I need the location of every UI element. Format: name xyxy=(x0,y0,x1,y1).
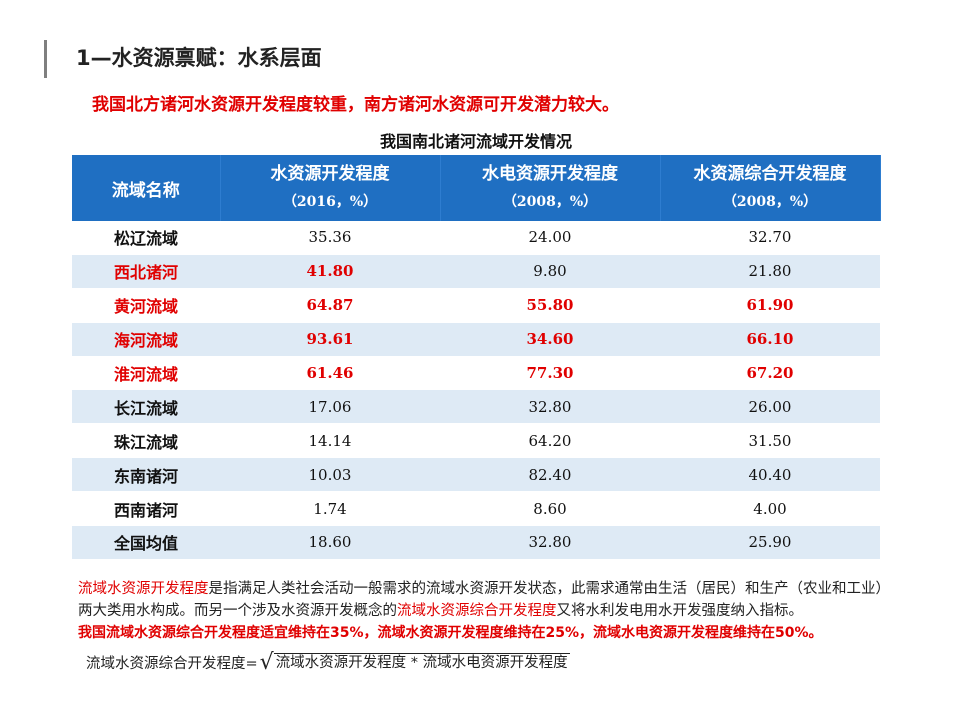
term-combined-dev: 流域水资源综合开发程度 xyxy=(397,603,557,619)
header-hydro-dev-label: 水电资源开发程度 xyxy=(482,164,618,184)
row-name: 松辽流域 xyxy=(72,221,220,255)
cell-water-dev: 41.80 xyxy=(220,254,440,289)
header-water-dev-label: 水资源开发程度 xyxy=(270,164,390,184)
cell-combined-dev: 25.90 xyxy=(660,525,880,560)
cell-hydro-dev: 32.80 xyxy=(440,525,660,560)
row-name: 淮河流域 xyxy=(72,356,220,391)
title-accent-bar xyxy=(44,40,47,78)
row-name: 海河流域 xyxy=(72,322,220,357)
cell-water-dev: 61.46 xyxy=(220,356,440,391)
header-basin-name-label: 流域名称 xyxy=(111,180,180,201)
cell-water-dev: 35.36 xyxy=(220,221,440,255)
row-name: 黄河流域 xyxy=(72,288,220,323)
cell-combined-dev: 66.10 xyxy=(660,322,880,357)
cell-combined-dev: 61.90 xyxy=(660,288,880,323)
table-row: 海河流域 93.61 34.60 66.10 xyxy=(72,322,880,357)
cell-combined-dev: 4.00 xyxy=(660,491,880,527)
cell-water-dev: 1.74 xyxy=(220,491,440,527)
cell-combined-dev: 31.50 xyxy=(660,423,880,459)
table-row: 东南诸河 10.03 82.40 40.40 xyxy=(72,457,880,493)
table-row: 长江流域 17.06 32.80 26.00 xyxy=(72,389,880,425)
table-row: 淮河流域 61.46 77.30 67.20 xyxy=(72,356,880,391)
cell-hydro-dev: 64.20 xyxy=(440,423,660,459)
slide-subtitle: 我国北方诸河水资源开发程度较重，南方诸河水资源可开发潜力较大。 xyxy=(92,95,619,115)
header-water-dev-unit: （2016，%） xyxy=(282,194,378,210)
cell-water-dev: 18.60 xyxy=(220,525,440,560)
formula: 流域水资源综合开发程度= √ 流域水资源开发程度 * 流域水电资源开发程度 xyxy=(86,650,570,675)
cell-combined-dev: 32.70 xyxy=(660,221,880,255)
term-water-dev: 流域水资源开发程度 xyxy=(78,581,209,597)
slide-title: 1—水资源禀赋：水系层面 xyxy=(76,46,322,70)
table-caption: 我国南北诸河流域开发情况 xyxy=(379,132,572,151)
formula-radicand: 流域水资源开发程度 * 流域水电资源开发程度 xyxy=(273,653,570,671)
cell-water-dev: 93.61 xyxy=(220,322,440,357)
cell-hydro-dev: 55.80 xyxy=(440,288,660,323)
cell-hydro-dev: 82.40 xyxy=(440,457,660,493)
row-name: 西南诸河 xyxy=(72,491,220,527)
cell-water-dev: 64.87 xyxy=(220,288,440,323)
header-combined-dev-label: 水资源综合开发程度 xyxy=(693,164,847,184)
definition-text: 是指满足人类社会活动一般需求的流域水资源开发状态，此需求通常由生活（居民）和生产… xyxy=(78,581,890,619)
table-row: 全国均值 18.60 32.80 25.90 xyxy=(72,525,880,560)
row-name: 长江流域 xyxy=(72,389,220,425)
cell-combined-dev: 21.80 xyxy=(660,254,880,289)
cell-water-dev: 10.03 xyxy=(220,457,440,493)
cell-combined-dev: 26.00 xyxy=(660,389,880,425)
header-combined-dev-unit: （2008，%） xyxy=(722,194,818,210)
row-name: 全国均值 xyxy=(72,525,220,560)
table-row: 西南诸河 1.74 8.60 4.00 xyxy=(72,491,880,527)
recommendation-text: 我国流域水资源综合开发程度适宜维持在35%，流域水资源开发程度维持在25%，流域… xyxy=(78,625,823,641)
row-name: 珠江流域 xyxy=(72,423,220,459)
basin-development-table: 流域名称 水资源开发程度 （2016，%） 水电资源开发程度 （2008，%） … xyxy=(72,155,881,560)
row-name: 西北诸河 xyxy=(72,254,220,289)
sqrt-sign-icon: √ xyxy=(259,650,274,675)
header-combined-dev: 水资源综合开发程度 （2008，%） xyxy=(660,155,881,221)
cell-hydro-dev: 8.60 xyxy=(440,491,660,527)
cell-water-dev: 17.06 xyxy=(220,389,440,425)
cell-hydro-dev: 9.80 xyxy=(440,254,660,289)
definition-text-end: 又将水利发电用水开发强度纳入指标。 xyxy=(556,603,804,619)
cell-hydro-dev: 32.80 xyxy=(440,389,660,425)
cell-hydro-dev: 24.00 xyxy=(440,221,660,255)
sqrt-expression: √ 流域水资源开发程度 * 流域水电资源开发程度 xyxy=(258,650,570,675)
header-hydro-dev: 水电资源开发程度 （2008，%） xyxy=(440,155,661,221)
table-row: 松辽流域 35.36 24.00 32.70 xyxy=(72,221,880,255)
table-header-row: 流域名称 水资源开发程度 （2016，%） 水电资源开发程度 （2008，%） … xyxy=(72,155,881,221)
formula-lhs: 流域水资源综合开发程度= xyxy=(86,656,258,672)
header-hydro-dev-unit: （2008，%） xyxy=(502,194,598,210)
table-row: 珠江流域 14.14 64.20 31.50 xyxy=(72,423,880,459)
cell-hydro-dev: 77.30 xyxy=(440,356,660,391)
cell-combined-dev: 40.40 xyxy=(660,457,880,493)
header-water-dev: 水资源开发程度 （2016，%） xyxy=(220,155,441,221)
definition-paragraph: 流域水资源开发程度是指满足人类社会活动一般需求的流域水资源开发状态，此需求通常由… xyxy=(78,578,898,622)
table-row: 西北诸河 41.80 9.80 21.80 xyxy=(72,254,880,289)
cell-hydro-dev: 34.60 xyxy=(440,322,660,357)
row-name: 东南诸河 xyxy=(72,457,220,493)
table-row: 黄河流域 64.87 55.80 61.90 xyxy=(72,288,880,323)
cell-water-dev: 14.14 xyxy=(220,423,440,459)
cell-combined-dev: 67.20 xyxy=(660,356,880,391)
definition-notes: 流域水资源开发程度是指满足人类社会活动一般需求的流域水资源开发状态，此需求通常由… xyxy=(78,578,898,644)
header-basin-name: 流域名称 xyxy=(72,155,221,221)
